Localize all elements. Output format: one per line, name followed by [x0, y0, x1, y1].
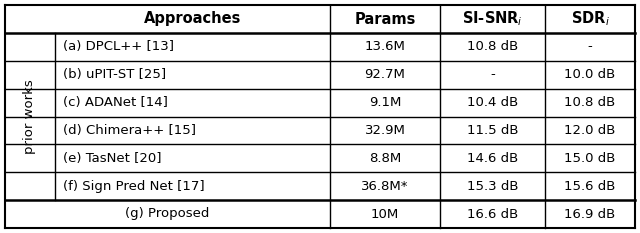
Text: 32.9M: 32.9M	[365, 124, 405, 137]
Text: 16.6 dB: 16.6 dB	[467, 208, 518, 220]
Text: 10M: 10M	[371, 208, 399, 220]
Text: (g) Proposed: (g) Proposed	[125, 208, 210, 220]
Text: -: -	[490, 68, 495, 81]
Text: SDR$_i$: SDR$_i$	[570, 10, 609, 28]
Text: prior works: prior works	[24, 79, 36, 154]
Text: 15.0 dB: 15.0 dB	[564, 152, 616, 165]
Text: 11.5 dB: 11.5 dB	[467, 124, 518, 137]
Text: 10.4 dB: 10.4 dB	[467, 96, 518, 109]
Text: (a) DPCL++ [13]: (a) DPCL++ [13]	[63, 40, 174, 53]
Text: 10.8 dB: 10.8 dB	[467, 40, 518, 53]
Text: 12.0 dB: 12.0 dB	[564, 124, 616, 137]
Text: (e) TasNet [20]: (e) TasNet [20]	[63, 152, 161, 165]
Text: Params: Params	[355, 11, 416, 27]
Text: (f) Sign Pred Net [17]: (f) Sign Pred Net [17]	[63, 180, 205, 193]
Text: -: -	[588, 40, 593, 53]
Text: 9.1M: 9.1M	[369, 96, 401, 109]
Text: (b) uPIT-ST [25]: (b) uPIT-ST [25]	[63, 68, 166, 81]
Text: 10.8 dB: 10.8 dB	[564, 96, 616, 109]
Text: SI-SNR$_i$: SI-SNR$_i$	[462, 10, 523, 28]
Text: 14.6 dB: 14.6 dB	[467, 152, 518, 165]
Text: 8.8M: 8.8M	[369, 152, 401, 165]
Text: 13.6M: 13.6M	[365, 40, 405, 53]
Text: (c) ADANet [14]: (c) ADANet [14]	[63, 96, 168, 109]
Text: 15.6 dB: 15.6 dB	[564, 180, 616, 193]
Text: 15.3 dB: 15.3 dB	[467, 180, 518, 193]
Text: 36.8M*: 36.8M*	[361, 180, 409, 193]
Text: 10.0 dB: 10.0 dB	[564, 68, 616, 81]
Text: (d) Chimera++ [15]: (d) Chimera++ [15]	[63, 124, 196, 137]
Text: 16.9 dB: 16.9 dB	[564, 208, 616, 220]
Text: 92.7M: 92.7M	[365, 68, 405, 81]
Text: Approaches: Approaches	[144, 11, 241, 27]
